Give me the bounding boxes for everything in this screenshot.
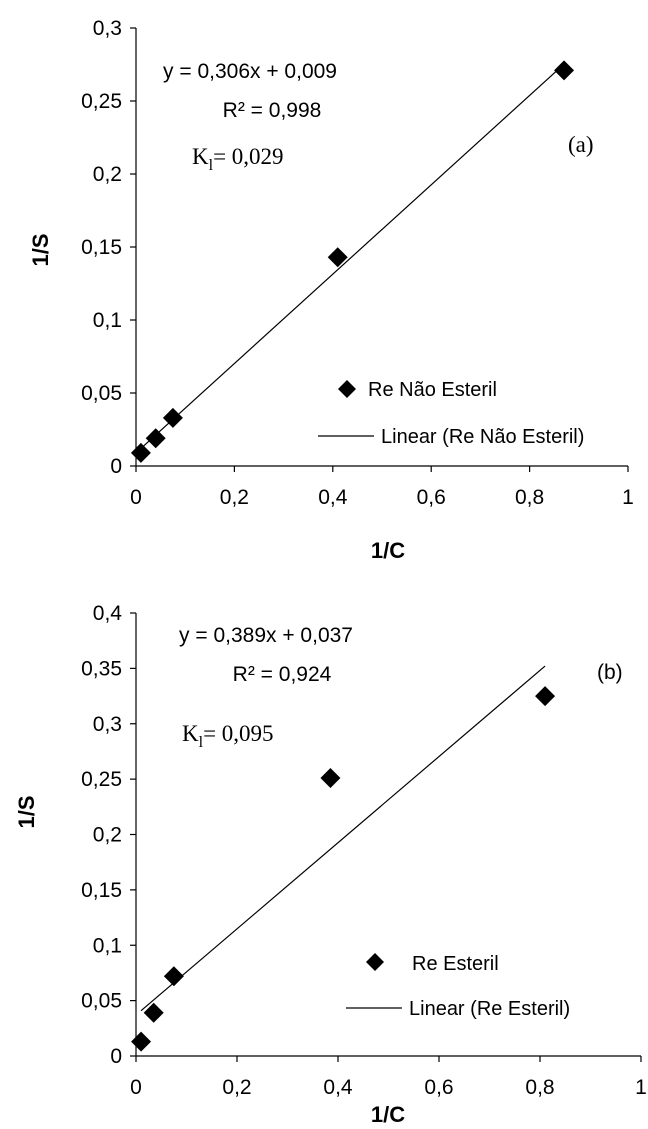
data-point-b xyxy=(163,966,184,987)
x-tick-label-a: 0,6 xyxy=(417,486,446,509)
k-constant-b: Kl= 0,095 xyxy=(182,721,274,751)
axes-a: 0 0,05 0,1 0,15 0,2 0,25 0,3 0 0,2 0,4 0,6 0,8 1 xyxy=(81,17,634,509)
y-tick-label-a: 0,15 xyxy=(81,236,122,259)
x-tick-label-b: 0,8 xyxy=(525,1076,554,1099)
data-point-a xyxy=(327,247,348,268)
points-a xyxy=(130,60,575,463)
x-tick-label-b: 0,6 xyxy=(424,1076,453,1099)
legend-b: Re Esteril Linear (Re Esteril) xyxy=(346,953,570,1020)
legend-label-line-b: Linear (Re Esteril) xyxy=(409,998,570,1020)
data-point-a xyxy=(130,442,151,463)
trendline-segment-b xyxy=(140,665,546,1012)
y-axis-label-a: 1/S xyxy=(28,233,53,266)
trendline-a xyxy=(140,63,565,449)
y-tick-label-b: 0,05 xyxy=(81,990,122,1013)
legend-a: Re Não Esteril Linear (Re Não Esteril) xyxy=(318,379,584,448)
equation-b: y = 0,389x + 0,037 xyxy=(179,624,353,647)
panel-label-b: (b) xyxy=(597,661,623,684)
y-tick-label-b: 0,4 xyxy=(93,602,123,625)
x-tick-label-a: 1 xyxy=(622,486,634,509)
legend-marker-a xyxy=(338,380,356,398)
k-symbol-a: K xyxy=(192,144,209,169)
k-subscript-a: l xyxy=(209,157,214,174)
y-tick-label-b: 0,3 xyxy=(93,713,122,736)
x-tick-label-b: 1 xyxy=(635,1076,647,1099)
legend-label-line-a: Linear (Re Não Esteril) xyxy=(381,426,584,448)
r-squared-b: R² = 0,924 xyxy=(233,663,332,686)
y-tick-label-a: 0 xyxy=(110,455,122,478)
y-tick-label-a: 0,3 xyxy=(93,17,122,40)
trendline-segment-a xyxy=(140,63,565,449)
x-tick-label-b: 0,4 xyxy=(323,1076,353,1099)
equation-a: y = 0,306x + 0,009 xyxy=(163,60,337,83)
x-tick-label-a: 0,8 xyxy=(515,486,544,509)
y-tick-label-a: 0,05 xyxy=(81,382,122,405)
y-tick-label-a: 0,2 xyxy=(93,163,122,186)
x-tick-label-a: 0,4 xyxy=(318,486,348,509)
chart-panel-b: 0 0,05 0,1 0,15 0,2 0,25 0,3 0,35 0,4 0 0,2 0,4 0,6 0… xyxy=(14,602,647,1127)
y-tick-label-b: 0,2 xyxy=(93,824,122,847)
k-symbol-b: K xyxy=(182,721,199,746)
legend-label-points-a: Re Não Esteril xyxy=(368,379,497,401)
y-tick-label-b: 0 xyxy=(110,1045,122,1068)
legend-label-points-b: Re Esteril xyxy=(412,953,499,975)
panel-label-a: (a) xyxy=(568,132,594,157)
x-tick-label-a: 0 xyxy=(130,486,142,509)
trendline-b xyxy=(140,665,546,1012)
k-value-b: = 0,095 xyxy=(203,721,273,746)
data-point-a xyxy=(162,407,183,428)
data-point-b xyxy=(131,1031,152,1052)
y-tick-label-a: 0,25 xyxy=(81,90,122,113)
r-squared-a: R² = 0,998 xyxy=(223,99,322,122)
data-point-a xyxy=(554,60,575,81)
k-value-a: = 0,029 xyxy=(213,144,283,169)
x-tick-label-a: 0,2 xyxy=(220,486,249,509)
y-tick-label-b: 0,15 xyxy=(81,879,122,902)
x-tick-label-b: 0 xyxy=(130,1076,142,1099)
data-point-a xyxy=(145,428,166,449)
points-b xyxy=(131,686,556,1052)
k-constant-a: Kl= 0,029 xyxy=(192,144,284,174)
data-point-b xyxy=(143,1002,164,1023)
y-tick-label-a: 0,1 xyxy=(93,309,122,332)
legend-marker-b xyxy=(366,953,384,971)
x-axis-label-a: 1/C xyxy=(371,538,405,563)
x-axis-label-b: 1/C xyxy=(371,1102,405,1127)
x-tick-label-b: 0,2 xyxy=(222,1076,251,1099)
k-subscript-b: l xyxy=(199,734,204,751)
y-tick-label-b: 0,25 xyxy=(81,768,122,791)
axes-b: 0 0,05 0,1 0,15 0,2 0,25 0,3 0,35 0,4 0 0,2 0,4 0,6 0… xyxy=(81,602,647,1099)
y-tick-label-b: 0,1 xyxy=(93,934,122,957)
data-point-b xyxy=(535,686,556,707)
chart-panel-a: 0 0,05 0,1 0,15 0,2 0,25 0,3 0 0,2 0,4 0,6 0,8 1 1/C… xyxy=(28,17,634,563)
data-point-b xyxy=(320,768,341,789)
y-axis-label-b: 1/S xyxy=(14,795,39,828)
y-tick-label-b: 0,35 xyxy=(81,657,122,680)
